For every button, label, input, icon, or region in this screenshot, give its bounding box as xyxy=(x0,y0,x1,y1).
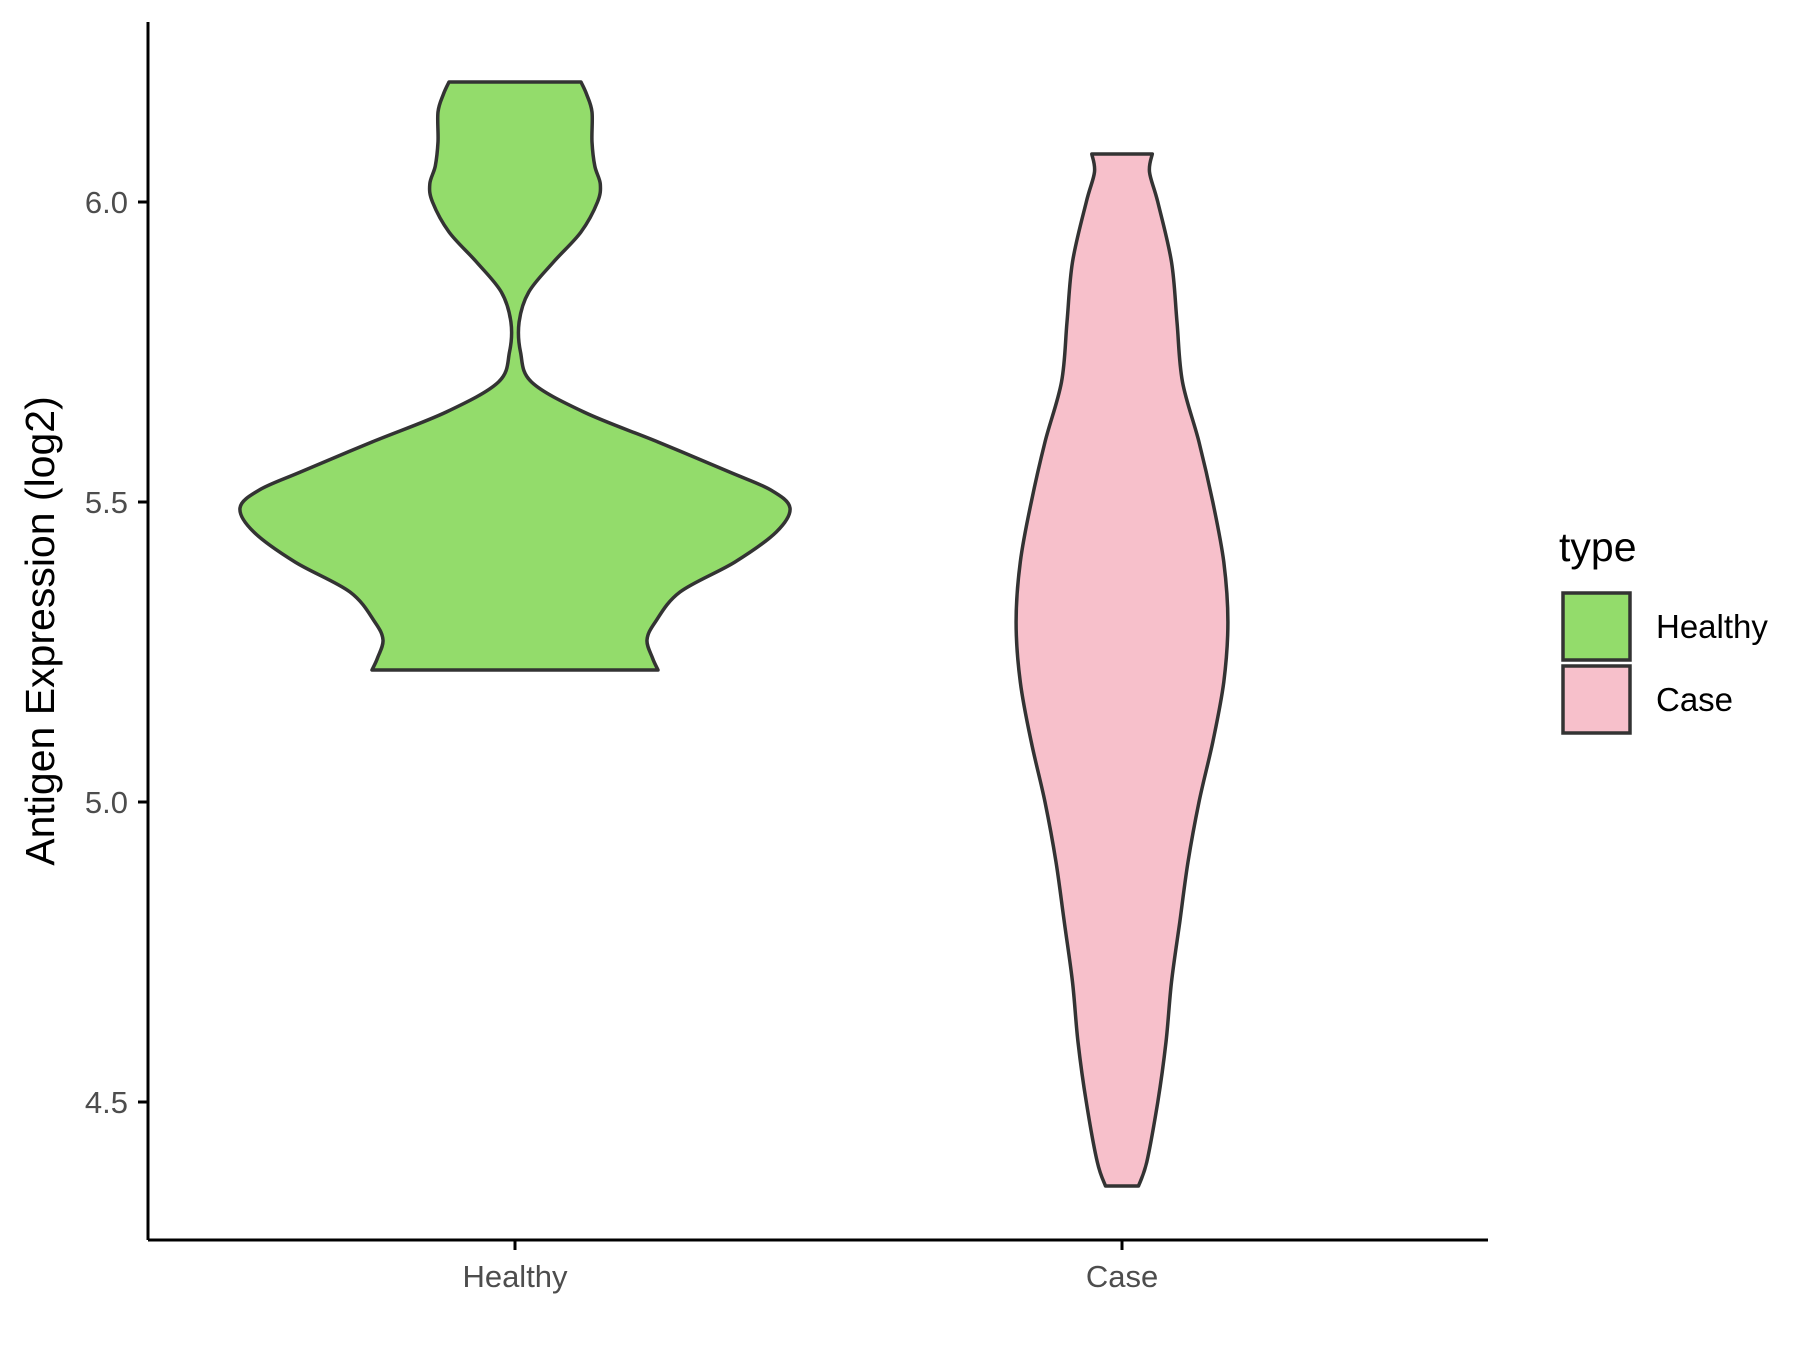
legend-label-case: Case xyxy=(1656,681,1733,718)
violin-healthy xyxy=(238,80,792,672)
violins-layer xyxy=(238,80,1230,1188)
violin-case xyxy=(1014,152,1230,1188)
y-tick-label: 6.0 xyxy=(85,185,128,220)
y-axis-ticks: 4.5 5.0 5.5 6.0 xyxy=(85,185,148,1120)
y-axis-title: Antigen Expression (log2) xyxy=(17,396,63,865)
legend-swatch-healthy xyxy=(1561,591,1632,662)
x-tick-label: Healthy xyxy=(462,1259,568,1294)
y-tick-label: 5.0 xyxy=(85,785,128,820)
legend-label-healthy: Healthy xyxy=(1656,608,1768,645)
legend-swatch-case xyxy=(1561,664,1632,735)
y-tick-label: 5.5 xyxy=(85,485,128,520)
x-tick-label: Case xyxy=(1086,1259,1158,1294)
x-axis-ticks: Healthy Case xyxy=(462,1240,1158,1294)
legend: type Healthy Case xyxy=(1559,524,1768,735)
legend-title: type xyxy=(1559,524,1637,570)
y-tick-label: 4.5 xyxy=(85,1085,128,1120)
